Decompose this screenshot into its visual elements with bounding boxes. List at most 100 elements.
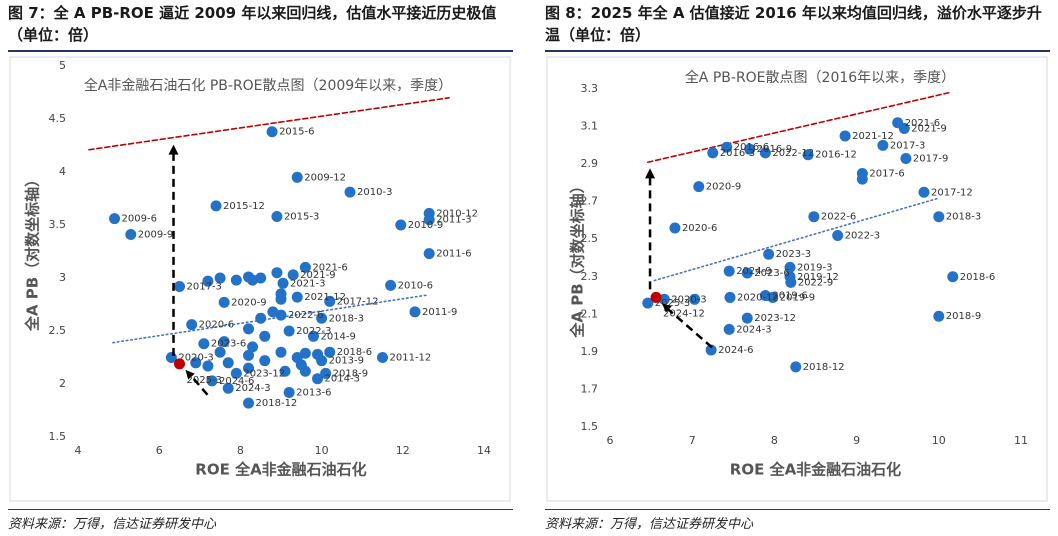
point — [918, 186, 930, 198]
point — [247, 274, 259, 286]
point-label: 2021-9 — [300, 270, 335, 281]
point-label: 2018-3 — [946, 212, 981, 223]
point — [243, 397, 255, 409]
point — [271, 267, 283, 279]
point — [877, 139, 889, 151]
point — [689, 293, 701, 305]
point — [218, 296, 230, 308]
point — [324, 346, 336, 358]
point-label: 2022-6 — [288, 310, 323, 321]
point-label: 2018-12 — [803, 362, 845, 373]
point-label: 2009-9 — [138, 230, 173, 241]
point — [721, 141, 733, 153]
y-tick-label: 2.9 — [581, 157, 599, 170]
point-label: 2021-3 — [290, 278, 325, 289]
point-label: 2017-12 — [337, 296, 379, 307]
point-label: 2022-6 — [821, 212, 856, 223]
point — [344, 186, 356, 198]
point-label: 2024-12 — [663, 308, 705, 319]
x-tick-label: 14 — [477, 444, 491, 457]
point — [222, 357, 234, 369]
x-tick-label: 12 — [396, 444, 410, 457]
point-label: 2013-6 — [296, 387, 331, 398]
x-axis-label: ROE 全A非金融石油石化 — [730, 461, 901, 479]
trend-line — [112, 294, 429, 344]
point-label: 2014-3 — [325, 374, 360, 385]
point-label: 2023-6 — [211, 339, 246, 350]
point — [174, 358, 185, 370]
point — [222, 382, 234, 394]
point — [763, 248, 775, 260]
point-label: 2024-3 — [736, 324, 771, 335]
x-axis-label: ROE 全A非金融石油石化 — [195, 461, 366, 479]
source: 资料来源：万得，信达证券研发中心 — [8, 517, 217, 532]
point — [174, 280, 185, 292]
point-label: 2011-12 — [390, 353, 432, 364]
caption: 图 7：全 A PB-ROE 逼近 2009 年以来回归线，估值水平接近历史极值… — [8, 4, 497, 44]
point — [312, 373, 324, 385]
chart-title: 全A非金融石油石化 PB-ROE散点图（2009年以来，季度） — [83, 78, 453, 94]
point-label: 2021-12 — [852, 131, 894, 142]
point — [658, 293, 670, 305]
point — [266, 126, 278, 138]
rule — [8, 509, 513, 510]
point — [808, 211, 820, 223]
point — [307, 330, 319, 342]
y-tick-label: 3.3 — [581, 82, 599, 95]
point — [741, 312, 753, 324]
point — [255, 312, 267, 324]
point-label: 2015-6 — [279, 127, 314, 138]
point — [723, 323, 735, 335]
point — [767, 291, 779, 303]
panel: 图 8：2025 年全 A 估值接近 2016 年以来均值回归线，溢价水平逐步升… — [545, 0, 1050, 536]
point — [230, 367, 242, 379]
point — [790, 361, 802, 373]
point — [316, 312, 328, 324]
y-tick-label: 3.5 — [49, 218, 67, 231]
point-label: 2015-12 — [223, 201, 265, 212]
source: 资料来源：万得，信达证券研发中心 — [545, 517, 754, 532]
point — [423, 248, 435, 260]
arrow-head — [185, 369, 195, 380]
point — [784, 261, 796, 273]
point — [933, 211, 945, 223]
point — [324, 295, 336, 307]
point — [202, 275, 214, 287]
point-label: 2017-9 — [913, 153, 948, 164]
y-tick-label: 2.1 — [581, 307, 599, 320]
point — [385, 279, 397, 291]
point — [839, 130, 851, 142]
point-label: 2021-9 — [911, 123, 946, 134]
point — [214, 272, 226, 284]
point — [283, 386, 295, 398]
y-tick-label: 2 — [59, 377, 66, 390]
rule — [545, 509, 1050, 510]
point-label: 2025-3 — [655, 298, 690, 309]
point-label: 2017-12 — [931, 187, 973, 198]
chart-title: 全A PB-ROE散点图（2016年以来，季度） — [684, 70, 956, 86]
point-label: 2009-12 — [304, 172, 346, 183]
point — [759, 147, 771, 159]
y-tick-label: 1.7 — [581, 382, 599, 395]
point — [206, 375, 218, 387]
point-label: 2011-6 — [436, 249, 471, 260]
point-label: 2016-6 — [734, 142, 769, 153]
point-label: 2010-3 — [357, 187, 392, 198]
point-label: 2016-3 — [720, 148, 755, 159]
y-axis-label: 全A PB（对数坐标轴） — [569, 178, 587, 338]
point-label: 2018-3 — [329, 313, 364, 324]
x-tick-label: 7 — [689, 434, 696, 447]
point-label: 2025-3 — [187, 375, 222, 386]
y-axis-label: 全A PB（对数坐标轴） — [24, 172, 42, 332]
point — [275, 293, 287, 305]
point-label: 2020-6 — [199, 320, 234, 331]
point — [198, 338, 210, 350]
point-label: 2019-9 — [780, 292, 815, 303]
point — [243, 362, 255, 374]
point-label: 2022-3 — [296, 326, 331, 337]
point-label: 2021-12 — [304, 292, 346, 303]
point-label: 2014-9 — [320, 331, 355, 342]
point-label: 2018-6 — [960, 272, 995, 283]
x-tick-label: 4 — [75, 444, 82, 457]
